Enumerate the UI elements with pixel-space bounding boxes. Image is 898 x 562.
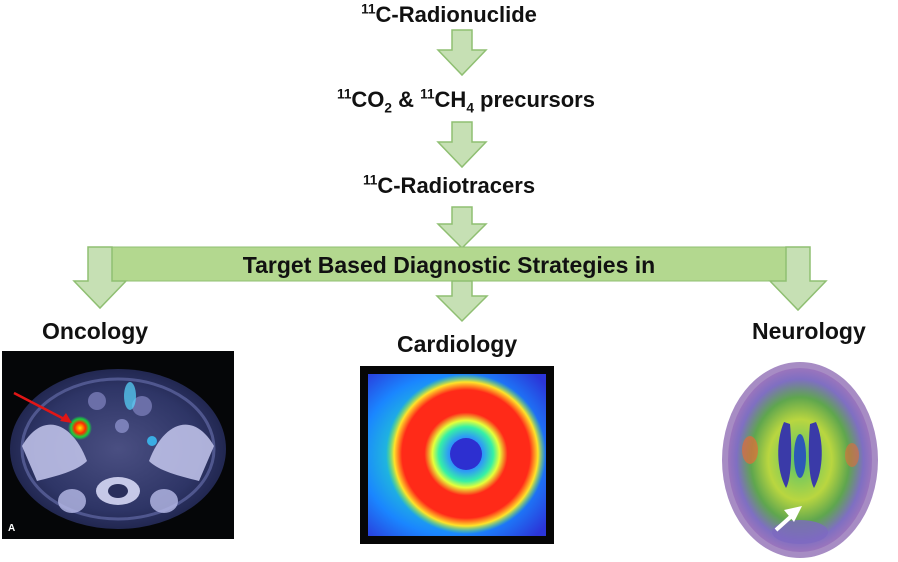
oncology-label: Oncology: [42, 318, 149, 344]
tumor-hotspot: [68, 416, 92, 440]
radiotracers-label: 11C-Radiotracers: [362, 172, 536, 198]
precursors-label: 11CO2 & 11CH4 precursors: [337, 86, 595, 116]
strategy-bar-label: Target Based Diagnostic Strategies in: [242, 252, 656, 278]
cardiology-label: Cardiology: [397, 331, 518, 357]
oncology-pet-ct-image: A: [2, 351, 234, 539]
branch-arrow-right: [768, 246, 828, 312]
down-arrow-3: [436, 206, 488, 250]
neurology-label: Neurology: [752, 318, 866, 344]
strategy-bar: [109, 246, 791, 282]
down-arrow-1: [436, 29, 488, 77]
branch-arrow-center: [435, 280, 489, 323]
down-arrow-2: [436, 121, 488, 169]
white-arrow-icon: [774, 506, 802, 532]
neurology-brain-pet-image: [720, 360, 880, 560]
branch-arrow-left: [72, 246, 128, 310]
red-arrow-icon: [13, 391, 72, 423]
radionuclide-label: 11C-Radionuclide: [361, 1, 537, 27]
panel-letter: A: [8, 523, 15, 534]
cardiology-polar-map-image: [360, 366, 554, 544]
